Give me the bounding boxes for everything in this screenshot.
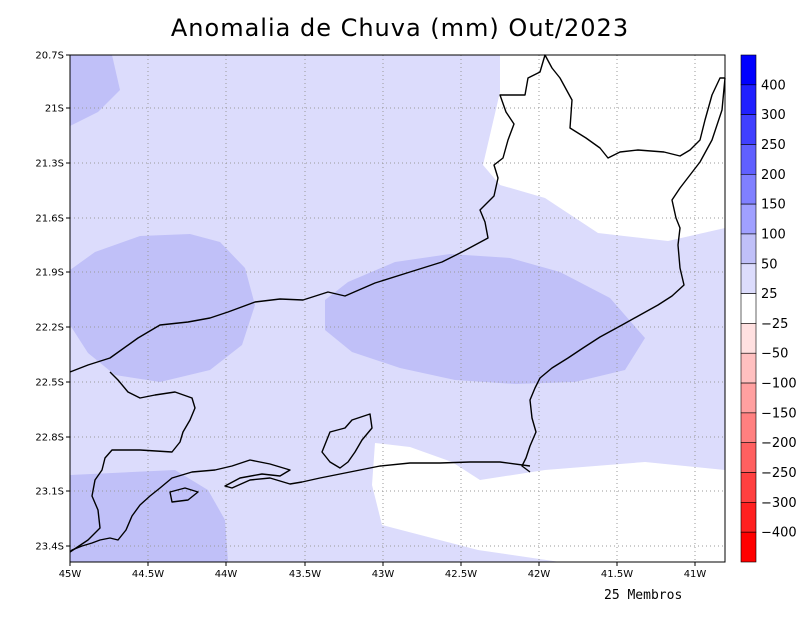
colorbar-segment: [740, 442, 757, 473]
ensemble-members-label: 25 Membros: [604, 588, 683, 603]
colorbar-segment: [740, 173, 757, 205]
colorbar-segment: [740, 144, 757, 175]
coastline-east: [521, 77, 726, 473]
colorbar-segment: [740, 54, 757, 86]
lon-tick-label: 43.5W: [289, 569, 321, 580]
anomaly-region-west: [70, 234, 255, 382]
lon-tick-label: 43W: [372, 569, 395, 580]
lon-tick-label: 44.5W: [132, 569, 164, 580]
colorbar: 400 300 250 200 150 100 50 25 −25 −50 −100 −150 −200…: [740, 54, 797, 563]
colorbar-label: −400: [761, 526, 797, 541]
map-area: 20.7S 21S 21.3S 21.6S 21.9S 22.2S 22.5S 22.8S 23…: [35, 51, 726, 580]
colorbar-segment: [740, 114, 757, 145]
lon-tick-label: 42.5W: [445, 569, 477, 580]
colorbar-label: −100: [761, 377, 797, 392]
colorbar-segment: [740, 263, 757, 294]
lat-tick-label: 22.5S: [35, 378, 64, 389]
coastline: [69, 54, 726, 553]
lon-tick-label: 41W: [684, 569, 707, 580]
anomaly-region-central: [325, 254, 645, 384]
lat-tick-label: 23.4S: [35, 542, 64, 553]
map-frame: [69, 54, 726, 563]
lat-tick-label: 21S: [45, 104, 64, 115]
lat-tick-label: 20.7S: [35, 51, 64, 62]
map-grid: [70, 55, 725, 562]
colorbar-label: −150: [761, 406, 797, 421]
colorbar-label: −300: [761, 496, 797, 511]
map-title: Anomalia de Chuva (mm) Out/2023: [170, 14, 630, 42]
state-border-mg-rj: [69, 54, 725, 373]
lon-tick-label: 45W: [59, 569, 82, 580]
colorbar-label: 50: [761, 257, 778, 272]
colorbar-segment: [740, 84, 757, 115]
coastline-south: [69, 459, 531, 553]
colorbar-segment: [740, 233, 757, 265]
guanabara-bay: [321, 413, 373, 469]
state-border-sp-rj: [69, 371, 196, 553]
colorbar-label: 300: [761, 108, 786, 123]
colorbar-label: 150: [761, 198, 786, 213]
colorbar-segment: [740, 293, 757, 324]
anomaly-region-southwest: [70, 470, 228, 562]
colorbar-segment: [740, 531, 757, 563]
colorbar-segment: [740, 352, 757, 384]
colorbar-segment: [740, 203, 757, 235]
ilha-grande: [169, 487, 199, 503]
neutral-region-south: [372, 443, 725, 562]
lat-tick-label: 21.3S: [35, 159, 64, 170]
colorbar-segment: [740, 502, 757, 533]
lon-tick-label: 42W: [528, 569, 551, 580]
lat-tick-label: 22.8S: [35, 433, 64, 444]
colorbar-label: 100: [761, 227, 786, 242]
lat-tick-label: 23.1S: [35, 487, 64, 498]
neutral-region-northeast: [483, 55, 725, 241]
lat-tick-label: 22.2S: [35, 323, 64, 334]
longitude-axis: 45W 44.5W 44W 43.5W 43W 42.5W 42W 41.5W 41W: [59, 562, 707, 580]
lat-tick-label: 21.6S: [35, 214, 64, 225]
colorbar-segment: [740, 412, 757, 444]
colorbar-label: 200: [761, 168, 786, 183]
colorbar-label: 250: [761, 138, 786, 153]
colorbar-segment: [740, 382, 757, 414]
colorbar-label: 400: [761, 78, 786, 93]
colorbar-label: −25: [761, 317, 788, 332]
colorbar-label: −200: [761, 436, 797, 451]
lat-tick-label: 21.9S: [35, 268, 64, 279]
colorbar-segment: [740, 323, 757, 354]
lon-tick-label: 44W: [215, 569, 238, 580]
colorbar-label: −250: [761, 466, 797, 481]
latitude-axis: 20.7S 21S 21.3S 21.6S 21.9S 22.2S 22.5S 22.8S 23…: [35, 51, 70, 553]
colorbar-label: −50: [761, 347, 788, 362]
colorbar-segment: [740, 472, 757, 503]
colorbar-label: 25: [761, 287, 778, 302]
lon-tick-label: 41.5W: [601, 569, 633, 580]
